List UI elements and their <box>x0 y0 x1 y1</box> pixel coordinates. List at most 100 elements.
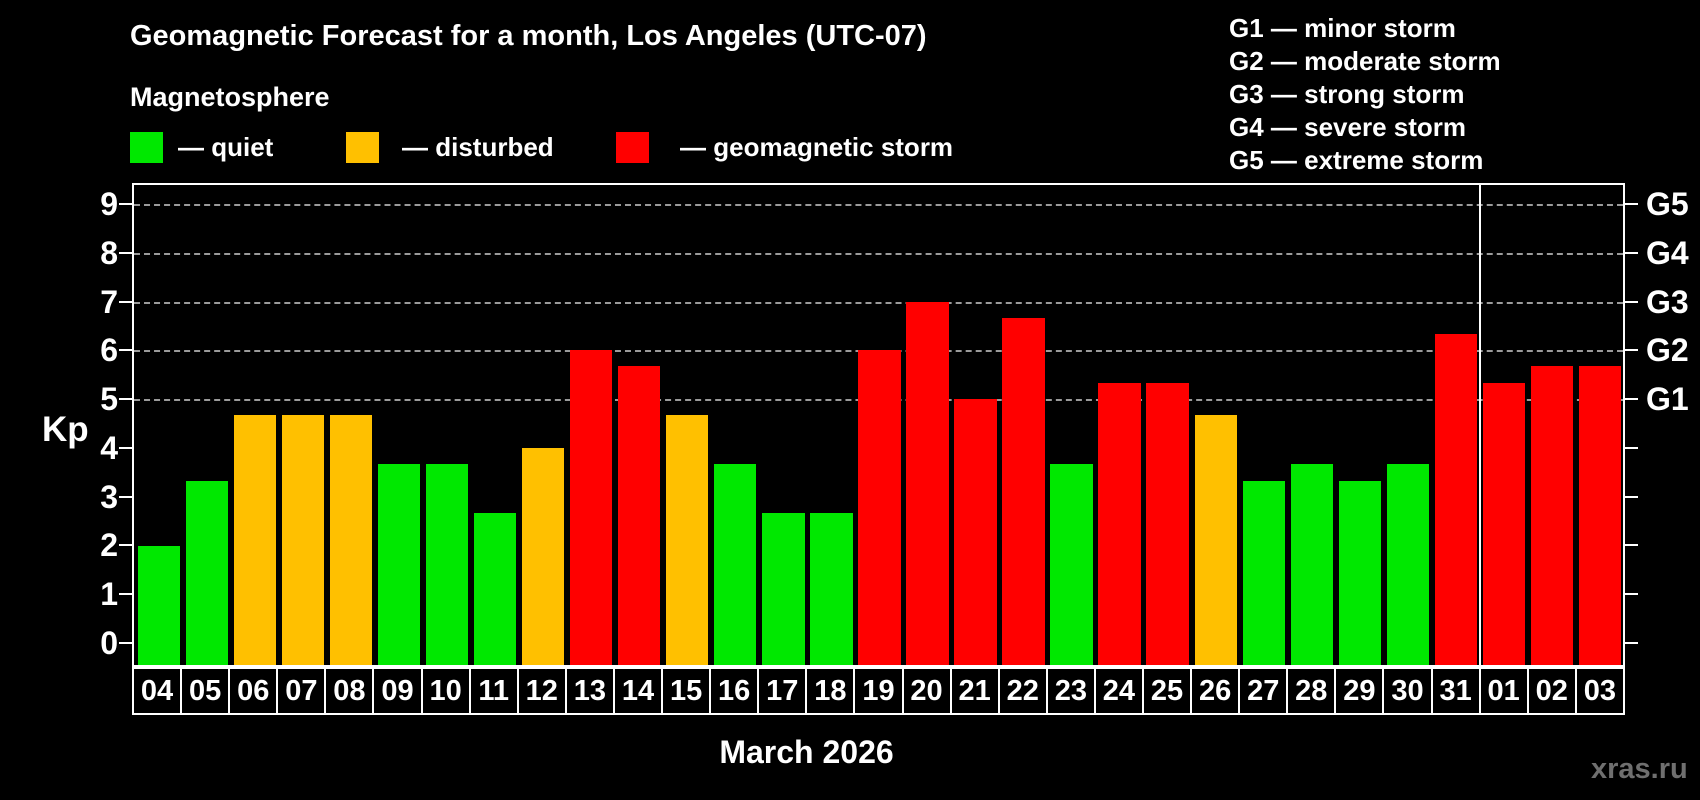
kp-bar-day-31 <box>1434 334 1477 665</box>
legend-swatch-storm <box>616 132 649 163</box>
legend-swatch-disturbed <box>346 132 379 163</box>
bar-cell-02 <box>1527 185 1575 665</box>
y-tick-right-2 <box>1625 544 1638 547</box>
right-axis-label-G1: G1 <box>1646 381 1689 418</box>
right-axis-label-G4: G4 <box>1646 234 1689 271</box>
gridline-kp-9 <box>134 204 1623 207</box>
bar-cell-13 <box>566 185 614 665</box>
bar-cell-22 <box>999 185 1047 665</box>
g5-legend-line: G5 — extreme storm <box>1229 145 1484 175</box>
bar-cell-26 <box>1191 185 1239 665</box>
page-title: Geomagnetic Forecast for a month, Los An… <box>130 20 927 52</box>
bar-cell-05 <box>182 185 230 665</box>
kp-bar-day-09 <box>377 464 421 665</box>
kp-bar-day-08 <box>329 415 373 665</box>
kp-bar-day-25 <box>1146 383 1189 665</box>
day-label-08: 08 <box>324 667 375 715</box>
kp-bar-day-19 <box>858 350 901 665</box>
bar-cell-28 <box>1287 185 1335 665</box>
plot-area <box>132 183 1625 667</box>
day-label-01: 01 <box>1478 667 1529 715</box>
bar-cell-18 <box>806 185 854 665</box>
day-label-18: 18 <box>805 667 856 715</box>
bar-cell-17 <box>758 185 806 665</box>
day-label-28: 28 <box>1286 667 1337 715</box>
day-label-10: 10 <box>420 667 471 715</box>
day-label-12: 12 <box>516 667 567 715</box>
kp-bar-day-04 <box>137 545 181 665</box>
kp-bar-day-21 <box>954 399 997 665</box>
kp-bar-day-05 <box>185 480 229 665</box>
y-tick-right-1 <box>1625 593 1638 596</box>
kp-bar-day-28 <box>1290 464 1333 665</box>
kp-bar-day-11 <box>474 512 517 665</box>
x-axis-day-labels: 04 05 06 07 08 09 10 11 12 13 14 15 16 17 18 19 20 21 22 23… <box>132 667 1625 715</box>
watermark: xras.ru <box>1591 753 1688 785</box>
kp-bar-day-20 <box>906 301 949 665</box>
y-tick-left-1 <box>119 593 132 596</box>
y-tick-right-5 <box>1625 398 1638 401</box>
right-axis-label-G3: G3 <box>1646 283 1689 320</box>
bar-cell-19 <box>854 185 902 665</box>
kp-bar-day-22 <box>1002 317 1045 665</box>
y-tick-left-5 <box>119 398 132 401</box>
day-label-26: 26 <box>1190 667 1241 715</box>
bar-cell-23 <box>1047 185 1095 665</box>
day-label-15: 15 <box>661 667 712 715</box>
y-tick-left-3 <box>119 495 132 498</box>
day-label-19: 19 <box>853 667 904 715</box>
bars-layer <box>134 185 1623 665</box>
y-tick-right-8 <box>1625 251 1638 254</box>
bar-cell-30 <box>1383 185 1431 665</box>
kp-bar-day-24 <box>1098 383 1141 665</box>
month-caption: March 2026 <box>719 734 894 770</box>
day-label-17: 17 <box>757 667 808 715</box>
legend-label-disturbed: — disturbed <box>402 132 554 162</box>
chart-subtitle: Magnetosphere <box>130 82 330 112</box>
y-tick-label-7: 7 <box>100 283 118 320</box>
day-label-16: 16 <box>709 667 760 715</box>
y-tick-right-6 <box>1625 349 1638 352</box>
day-label-02: 02 <box>1526 667 1577 715</box>
legend-swatch-quiet <box>130 132 163 163</box>
kp-bar-day-23 <box>1050 464 1093 665</box>
kp-bar-day-14 <box>618 366 661 665</box>
y-tick-left-4 <box>119 446 132 449</box>
y-tick-label-5: 5 <box>100 381 118 418</box>
bar-cell-01 <box>1479 185 1527 665</box>
kp-bar-day-17 <box>762 512 805 665</box>
bar-cell-21 <box>951 185 999 665</box>
y-tick-right-0 <box>1625 642 1638 645</box>
y-tick-left-2 <box>119 544 132 547</box>
y-tick-label-4: 4 <box>100 429 118 466</box>
kp-bar-day-02 <box>1530 366 1573 665</box>
y-tick-left-6 <box>119 349 132 352</box>
bar-cell-09 <box>374 185 422 665</box>
bar-cell-15 <box>662 185 710 665</box>
kp-bar-day-26 <box>1194 415 1237 665</box>
y-tick-label-1: 1 <box>100 576 118 613</box>
y-tick-label-0: 0 <box>100 625 118 662</box>
bar-cell-06 <box>230 185 278 665</box>
day-label-27: 27 <box>1238 667 1289 715</box>
g1-legend-line: G1 — minor storm <box>1229 13 1456 43</box>
y-tick-left-7 <box>119 300 132 303</box>
g3-legend-line: G3 — strong storm <box>1229 79 1465 109</box>
day-label-06: 06 <box>228 667 279 715</box>
kp-bar-day-13 <box>570 350 613 665</box>
day-label-03: 03 <box>1574 667 1625 715</box>
y-tick-label-8: 8 <box>100 234 118 271</box>
bar-cell-16 <box>710 185 758 665</box>
y-tick-label-6: 6 <box>100 332 118 369</box>
kp-bar-day-07 <box>281 415 325 665</box>
bar-cell-25 <box>1143 185 1191 665</box>
y-tick-label-9: 9 <box>100 186 118 223</box>
storm-scale-legend: G1 — minor storm G2 — moderate storm G3 … <box>1229 12 1501 177</box>
y-tick-label-3: 3 <box>100 478 118 515</box>
day-label-04: 04 <box>132 667 183 715</box>
kp-bar-day-06 <box>233 415 277 665</box>
kp-bar-day-30 <box>1386 464 1429 665</box>
day-label-07: 07 <box>276 667 327 715</box>
day-label-25: 25 <box>1141 667 1193 715</box>
y-tick-right-4 <box>1625 446 1638 449</box>
